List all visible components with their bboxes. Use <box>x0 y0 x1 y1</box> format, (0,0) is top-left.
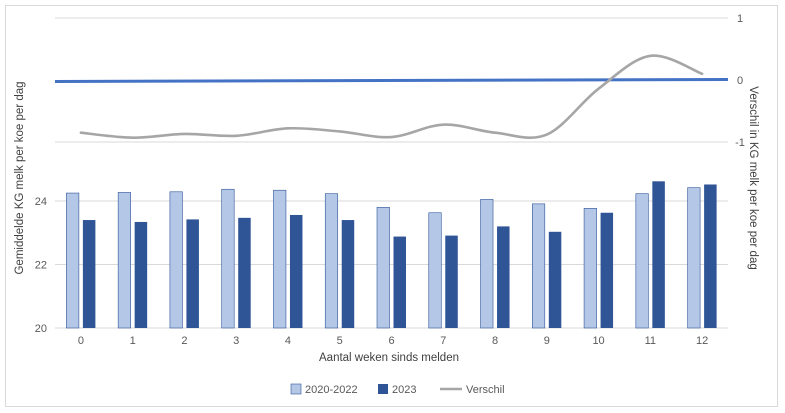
bar-2020-2022-11 <box>635 193 649 329</box>
bar-2023-4 <box>289 214 303 328</box>
bar-2023-9 <box>548 231 562 328</box>
bar-2020-2022-6 <box>376 207 390 329</box>
bar-2023-12 <box>704 184 717 328</box>
legend: 2020-2022 2023 Verschil <box>290 383 505 396</box>
y-tick-label-24: 24 <box>35 196 47 208</box>
bar-2020-2022-12 <box>687 187 701 329</box>
line-verschil <box>79 54 704 139</box>
bar-2020-2022-2 <box>169 191 183 329</box>
bar-2020-2022-10 <box>583 208 597 329</box>
y-tick-label-22: 22 <box>35 260 47 272</box>
y2-tick-label-1: 1 <box>737 13 743 25</box>
bar-2023-0 <box>82 220 96 328</box>
bar-2023-5 <box>341 220 355 328</box>
bar-2020-2022-9 <box>532 203 546 329</box>
bar-2020-2022-1 <box>117 192 131 329</box>
x-tick-label-0: 0 <box>78 335 84 347</box>
bar-2023-7 <box>445 235 458 328</box>
x-tick-label-9: 9 <box>544 335 550 347</box>
y-tick-label-20: 20 <box>35 323 47 335</box>
bar-2020-2022-3 <box>221 188 235 329</box>
bar-2020-2022-0 <box>66 192 80 329</box>
legend-label-2020-2022: 2020-2022 <box>305 384 358 396</box>
bar-2020-2022-5 <box>324 193 339 329</box>
x-tick-label-3: 3 <box>233 335 239 347</box>
lines <box>54 54 729 139</box>
x-tick-label-7: 7 <box>440 335 446 347</box>
legend-label-verschil: Verschil <box>466 384 505 396</box>
y2-tick-label--1: -1 <box>735 137 745 149</box>
x-tick-label-2: 2 <box>181 335 187 347</box>
legend-swatch-2020-2022 <box>290 383 302 395</box>
zero-line <box>54 78 729 83</box>
x-tick-label-1: 1 <box>130 335 136 347</box>
x-tick-label-4: 4 <box>285 335 291 347</box>
bar-2023-1 <box>134 221 148 328</box>
x-axis-title: Aantal weken sinds melden <box>319 352 459 364</box>
bar-2023-11 <box>652 181 665 328</box>
secondary-y-axis-title: Verschil in KG melk per koe per dag <box>747 86 759 269</box>
chart-frame: 20 22 24 1 0 -1 0 1 2 3 4 5 6 7 8 9 10 11 12 Gemiddelde KG… <box>5 5 778 407</box>
x-tick-label-5: 5 <box>337 335 343 347</box>
x-tick-label-11: 11 <box>645 335 656 347</box>
x-tick-label-10: 10 <box>592 335 604 347</box>
bar-2020-2022-7 <box>428 212 442 329</box>
gridlines <box>55 17 728 329</box>
bar-2023-2 <box>186 219 199 328</box>
y-axis-title: Gemiddelde KG melk per koe per dag <box>14 81 26 274</box>
bar-2023-6 <box>393 236 406 328</box>
x-tick-label-8: 8 <box>492 335 498 347</box>
legend-swatch-2023 <box>378 384 388 394</box>
bar-2020-2022-4 <box>273 189 287 329</box>
bar-2023-8 <box>497 226 510 328</box>
legend-label-2023: 2023 <box>392 384 416 396</box>
x-tick-label-12: 12 <box>696 335 708 347</box>
x-tick-label-6: 6 <box>388 335 394 347</box>
bar-2020-2022-8 <box>480 199 494 329</box>
bar-2023-10 <box>600 212 614 328</box>
bars <box>66 181 717 329</box>
y2-tick-label-0: 0 <box>737 75 743 87</box>
bar-2023-3 <box>238 217 251 328</box>
